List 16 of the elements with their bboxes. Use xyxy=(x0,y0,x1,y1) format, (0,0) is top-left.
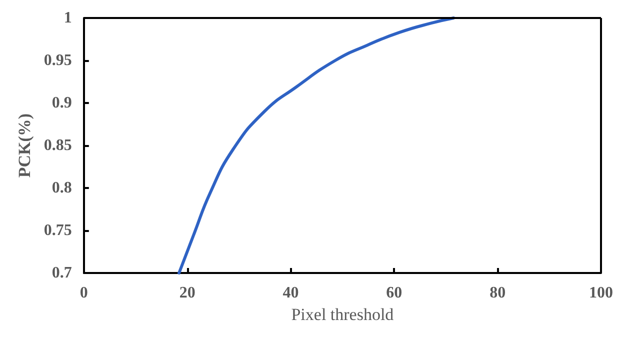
x-tick-label: 80 xyxy=(490,284,506,302)
x-tick-label: 100 xyxy=(589,284,613,302)
x-tick-label: 0 xyxy=(80,284,88,302)
y-tick-label: 0.7 xyxy=(52,264,72,282)
y-tick-label: 0.95 xyxy=(44,52,72,69)
y-axis-title: PCK(%) xyxy=(15,113,34,178)
x-tick-label: 60 xyxy=(386,284,402,302)
y-tick-label: 0.75 xyxy=(44,222,72,239)
line-series xyxy=(178,16,456,274)
x-tick-label: 40 xyxy=(282,284,299,302)
y-tick-label: 1 xyxy=(64,10,72,26)
x-axis-title: Pixel threshold xyxy=(291,304,394,324)
y-tick-label: 0.85 xyxy=(44,137,72,154)
x-tick-label: 20 xyxy=(179,284,196,302)
y-tick-label: 0.9 xyxy=(52,94,72,112)
y-tick-label: 0.8 xyxy=(52,180,72,196)
